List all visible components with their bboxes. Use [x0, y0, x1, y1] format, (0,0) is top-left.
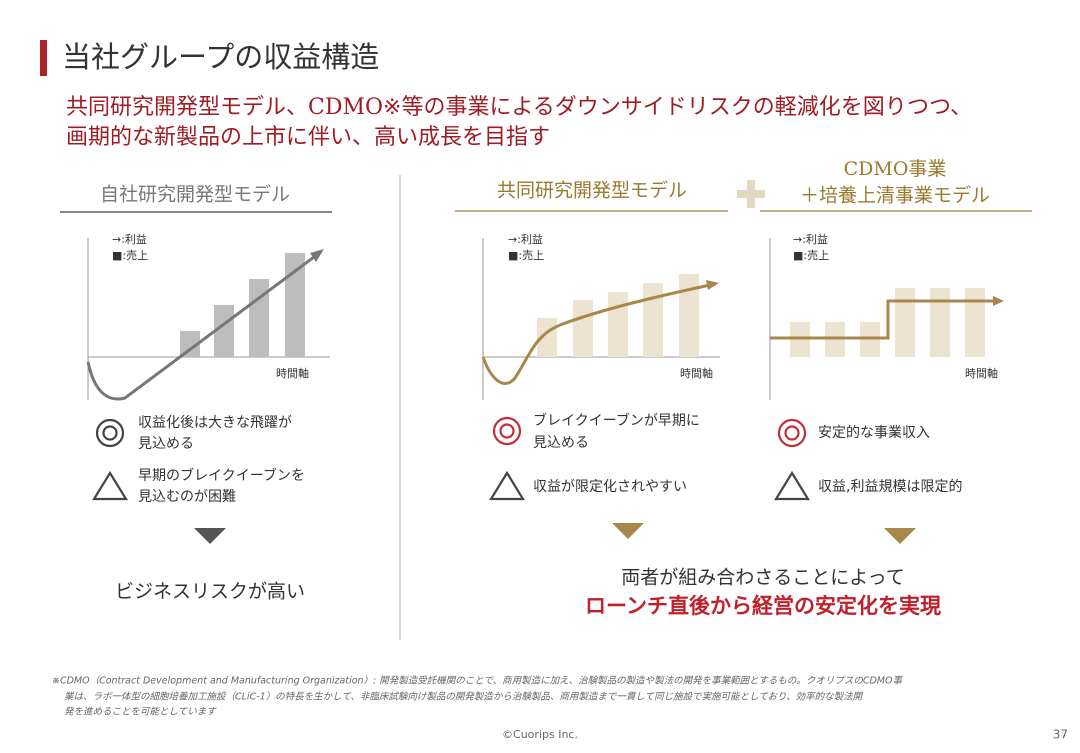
pro-text: 安定的な事業収入 [818, 425, 930, 441]
icons [92, 416, 810, 501]
double-circle [499, 423, 515, 439]
chart-left: →:利益 ■:売上 時間軸 [86, 232, 330, 401]
triangle [92, 470, 128, 501]
plus-icon [737, 180, 765, 208]
panel-title: ＋培養上清事業モデル [800, 185, 990, 207]
bar-shape [249, 279, 269, 357]
chart-middle: →:利益 ■:売上 時間軸 [481, 232, 720, 400]
down-triangle [612, 523, 644, 539]
axis-label: 時間軸 [276, 366, 309, 380]
footnote: ※CDMO（Contract Development and Manufactu… [52, 675, 903, 687]
con-text: 収益が限定化されやすい [533, 479, 687, 495]
arrow-head [310, 249, 324, 262]
double-circle [102, 425, 118, 441]
double-circle [777, 418, 807, 448]
page-number: 37 [1053, 728, 1068, 742]
bar-shape [608, 292, 628, 357]
subtitle: 画期的な新製品の上市に伴い、高い成長を目指す [66, 125, 550, 150]
bar-shape [679, 274, 699, 357]
bar-shape [965, 288, 985, 357]
con-text: 早期のブレイクイーブンを [138, 467, 305, 484]
pro-text: 収益化後は大きな飛躍が [138, 415, 292, 431]
down-triangle [194, 528, 226, 544]
legend: →:利益 [508, 232, 543, 246]
legend: ■:売上 [793, 249, 829, 262]
pro-text: ブレイクイーブンが早期に [533, 412, 700, 429]
axis-label: 時間軸 [680, 366, 713, 380]
footnote: 業は、ラボ一体型の細胞培養加工施設（CLiC-1）の特長を生かして、非臨床試験向… [64, 691, 864, 703]
double-circle [492, 416, 522, 446]
bar-shape [214, 305, 234, 357]
profit-curve [481, 283, 711, 385]
profit-curve [86, 252, 319, 401]
triangle [774, 470, 810, 501]
axis-label: 時間軸 [965, 366, 998, 380]
footnote: 発を進めることを可能としています [64, 707, 217, 718]
bar-shape [930, 288, 950, 357]
panel-title: 自社研究開発型モデル [100, 184, 290, 206]
bar-shape [895, 288, 915, 357]
con-text: 見込むのが困難 [138, 489, 236, 505]
arrow-head [706, 280, 719, 290]
legend: ■:売上 [112, 249, 148, 262]
panel-title: CDMO事業 [844, 158, 947, 180]
chart-right: →:利益 ■:売上 時間軸 [769, 232, 1004, 400]
bar-shape [643, 283, 663, 357]
conclusion: ビジネスリスクが高い [115, 581, 305, 603]
title: 当社グループの収益構造 [62, 40, 379, 74]
title-bar [40, 40, 47, 76]
legend: ■:売上 [508, 249, 544, 262]
con-text: 収益,利益規模は限定的 [818, 479, 962, 495]
bar-shape [180, 331, 200, 357]
legend: →:利益 [793, 232, 828, 246]
subtitle: 共同研究開発型モデル、CDMO※等の事業によるダウンサイドリスクの軽減化を図りつ… [66, 95, 972, 120]
profit-line [770, 299, 995, 340]
pro-text: 見込める [138, 436, 194, 452]
panel-title: 共同研究開発型モデル [497, 180, 687, 202]
triangle [489, 470, 525, 501]
down-triangle [884, 528, 916, 544]
arrow-head [993, 296, 1004, 306]
copyright: ©Cuorips Inc. [502, 728, 578, 741]
bar-shape [285, 253, 305, 357]
conclusion-highlight: ローンチ直後から経営の安定化を実現 [585, 594, 941, 618]
pro-text: 見込める [533, 435, 589, 451]
legend: →:利益 [112, 232, 147, 246]
bar-shape [573, 300, 593, 357]
double-circle [784, 425, 800, 441]
conclusion: 両者が組み合わさることによって [621, 567, 904, 589]
double-circle [95, 418, 125, 448]
